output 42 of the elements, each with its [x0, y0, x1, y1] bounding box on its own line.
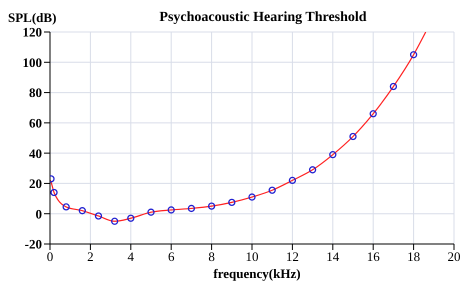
point — [308, 166, 316, 174]
y-tick-label: 20 — [29, 176, 42, 192]
point — [188, 204, 196, 212]
point — [168, 206, 175, 214]
point — [208, 202, 216, 210]
point — [62, 203, 70, 211]
x-tick-label: 4 — [128, 249, 135, 264]
x-tick-label: 20 — [448, 249, 460, 264]
y-tick-label: 80 — [29, 85, 42, 100]
x-tick-label: 10 — [246, 249, 258, 264]
point — [288, 176, 296, 184]
point — [268, 186, 276, 194]
x-tick-label: 2 — [87, 249, 94, 264]
x-tick-label: 18 — [407, 249, 420, 264]
point — [94, 212, 102, 220]
point — [228, 198, 236, 206]
point — [248, 193, 256, 201]
point — [349, 132, 357, 140]
point — [78, 207, 86, 214]
y-tick-label: -20 — [24, 236, 42, 252]
y-tick-label: 60 — [29, 115, 42, 130]
chart-title: Psychoacoustic Hearing Threshold — [158, 10, 368, 26]
point — [147, 208, 155, 216]
x-tick-label: 6 — [168, 249, 175, 264]
point — [110, 218, 118, 225]
x-tick-label: 14 — [326, 249, 340, 264]
x-tick-label: 0 — [46, 249, 54, 264]
point — [127, 214, 134, 222]
point — [370, 110, 377, 118]
point — [410, 51, 418, 58]
x-tick-label: 8 — [208, 249, 215, 264]
y-tick-label: 0 — [36, 206, 42, 222]
point — [390, 82, 398, 90]
x-axis-title: frequency(kHz) — [212, 266, 302, 282]
x-tick-label: 16 — [366, 249, 380, 264]
point — [50, 188, 58, 196]
y-tick-label: 120 — [22, 24, 42, 40]
y-tick-label: 40 — [29, 146, 42, 161]
y-axis-title: SPL(dB) — [8, 10, 56, 26]
x-tick-label: 12 — [286, 249, 299, 264]
y-tick-label: 100 — [22, 54, 42, 70]
point — [329, 151, 336, 158]
